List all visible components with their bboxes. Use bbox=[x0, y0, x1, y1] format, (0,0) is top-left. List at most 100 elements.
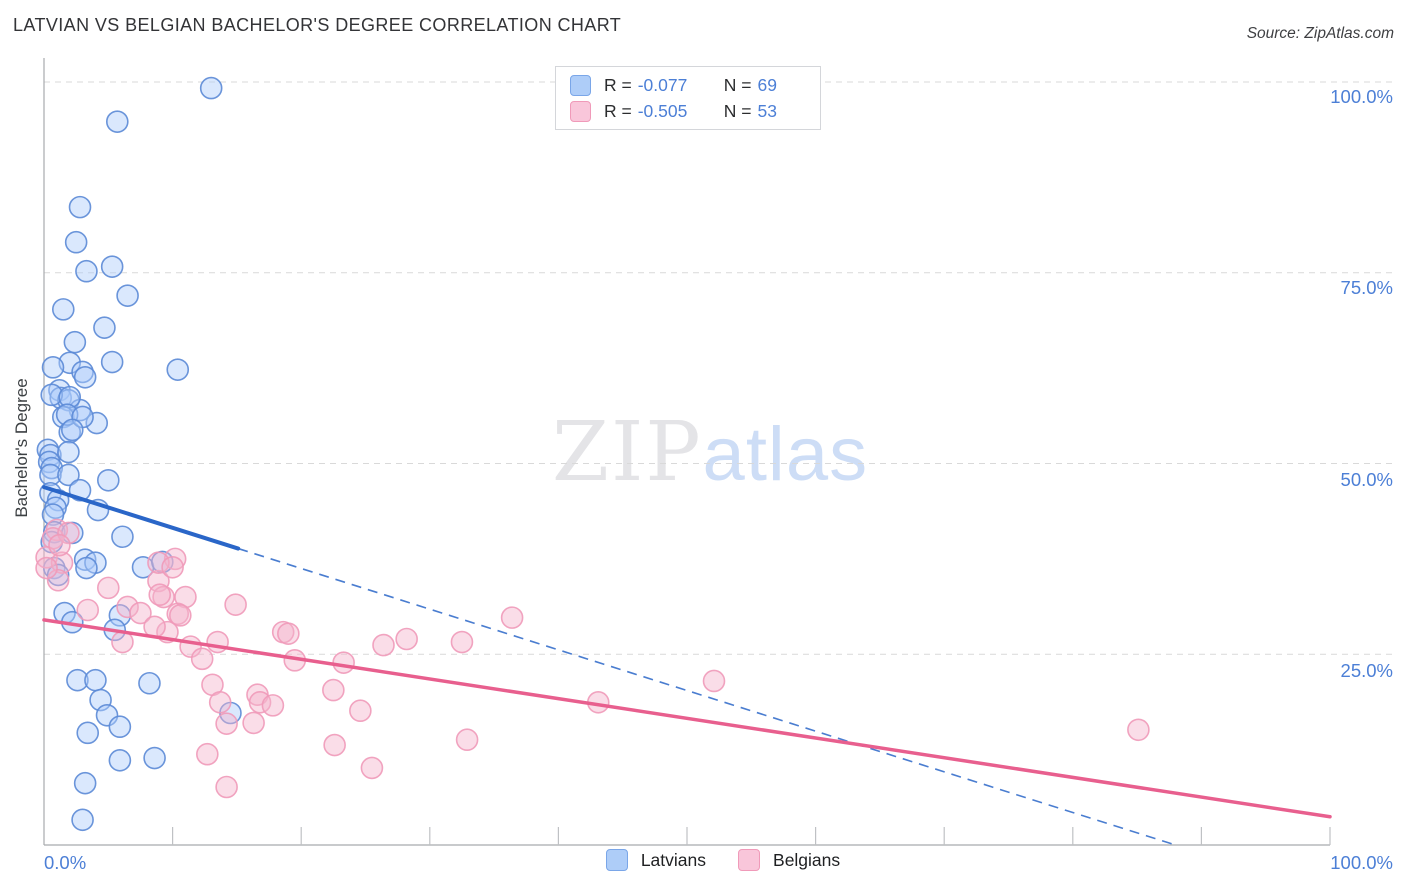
correlation-legend: R = -0.077 N = 69 R = -0.505 N = 53 bbox=[555, 66, 821, 130]
r-value-latvians: -0.077 bbox=[637, 74, 688, 95]
scatter-point-latvians[interactable] bbox=[100, 255, 124, 278]
scatter-point-latvians[interactable] bbox=[138, 671, 161, 695]
scatter-point-belgians[interactable] bbox=[46, 568, 70, 592]
scatter-point-belgians[interactable] bbox=[224, 593, 247, 616]
scatter-point-latvians[interactable] bbox=[106, 110, 129, 133]
scatter-point-latvians[interactable] bbox=[58, 385, 82, 409]
scatter-point-latvians[interactable] bbox=[66, 668, 89, 692]
scatter-point-belgians[interactable] bbox=[372, 633, 395, 657]
scatter-point-belgians[interactable] bbox=[76, 598, 100, 622]
scatter-point-latvians[interactable] bbox=[63, 330, 87, 354]
scatter-point-belgians[interactable] bbox=[190, 647, 214, 671]
scatter-point-belgians[interactable] bbox=[169, 604, 192, 627]
scatter-point-belgians[interactable] bbox=[261, 694, 285, 717]
scatter-point-latvians[interactable] bbox=[97, 468, 120, 492]
scatter-point-belgians[interactable] bbox=[360, 756, 384, 780]
scatter-point-belgians[interactable] bbox=[395, 627, 418, 651]
scatter-point-latvians[interactable] bbox=[108, 715, 132, 739]
scatter-point-belgians[interactable] bbox=[277, 622, 300, 645]
scatter-point-latvians[interactable] bbox=[93, 316, 116, 339]
scatter-point-belgians[interactable] bbox=[455, 728, 479, 752]
trendline-belgians bbox=[42, 618, 1332, 819]
r-label: R = bbox=[604, 100, 632, 121]
y-tick-50: 50.0% bbox=[1340, 469, 1393, 490]
y-tick-100: 100.0% bbox=[1330, 86, 1393, 107]
page-title: LATVIAN VS BELGIAN BACHELOR'S DEGREE COR… bbox=[13, 15, 622, 35]
scatter-point-latvians[interactable] bbox=[40, 456, 64, 480]
scatter-point-latvians[interactable] bbox=[143, 746, 166, 770]
scatter-point-latvians[interactable] bbox=[199, 76, 223, 100]
scatter-point-belgians[interactable] bbox=[215, 712, 238, 735]
trendline-extension-latvians bbox=[237, 547, 1176, 846]
scatter-point-latvians[interactable] bbox=[39, 463, 62, 487]
scatter-point-belgians[interactable] bbox=[196, 742, 219, 766]
zipatlas-watermark: ZIP atlas bbox=[552, 405, 868, 500]
scatter-point-belgians[interactable] bbox=[129, 601, 152, 625]
legend-row-belgians: R = -0.505 N = 53 bbox=[570, 100, 806, 122]
scatter-point-belgians[interactable] bbox=[349, 699, 372, 723]
scatter-point-latvians[interactable] bbox=[57, 440, 80, 464]
scatter-point-belgians[interactable] bbox=[152, 585, 175, 609]
legend-item-latvians[interactable]: Latvians bbox=[605, 849, 707, 871]
scatter-point-latvians[interactable] bbox=[46, 563, 70, 587]
scatter-point-belgians[interactable] bbox=[1127, 718, 1150, 742]
scatter-point-belgians[interactable] bbox=[242, 711, 265, 735]
belgians-swatch-icon bbox=[738, 849, 761, 871]
scatter-point-latvians[interactable] bbox=[76, 721, 100, 745]
scatter-point-latvians[interactable] bbox=[73, 365, 97, 389]
scatter-point-belgians[interactable] bbox=[323, 733, 346, 757]
scatter-point-latvians[interactable] bbox=[85, 411, 109, 435]
latvians-swatch-icon bbox=[605, 849, 628, 871]
scatter-point-latvians[interactable] bbox=[108, 749, 132, 772]
series-legend: Latvians Belgians bbox=[0, 849, 1406, 871]
scatter-point-latvians[interactable] bbox=[111, 525, 134, 549]
scatter-point-belgians[interactable] bbox=[147, 551, 170, 574]
scatter-point-belgians[interactable] bbox=[57, 521, 80, 545]
scatter-point-latvians[interactable] bbox=[58, 351, 82, 375]
scatter-point-latvians[interactable] bbox=[84, 668, 107, 692]
scatter-point-latvians[interactable] bbox=[71, 808, 94, 832]
y-tick-75: 75.0% bbox=[1340, 277, 1393, 298]
scatter-point-belgians[interactable] bbox=[163, 547, 187, 571]
scatter-point-belgians[interactable] bbox=[215, 775, 238, 799]
scatter-point-belgians[interactable] bbox=[208, 691, 232, 714]
y-tick-25: 25.0% bbox=[1340, 660, 1393, 681]
scatter-point-belgians[interactable] bbox=[161, 555, 184, 579]
scatter-point-belgians[interactable] bbox=[702, 669, 726, 693]
scatter-point-belgians[interactable] bbox=[500, 606, 524, 629]
scatter-point-latvians[interactable] bbox=[57, 463, 80, 487]
scatter-point-belgians[interactable] bbox=[35, 556, 58, 580]
scatter-point-belgians[interactable] bbox=[116, 595, 139, 619]
r-label: R = bbox=[604, 74, 632, 95]
scatter-point-latvians[interactable] bbox=[51, 298, 75, 321]
x-tick-0: 0.0% bbox=[44, 852, 87, 873]
scatter-point-latvians[interactable] bbox=[73, 771, 97, 795]
scatter-point-belgians[interactable] bbox=[97, 576, 120, 600]
scatter-point-latvians[interactable] bbox=[40, 383, 64, 407]
n-label: N = bbox=[723, 74, 752, 95]
y-axis-label: Bachelor's Degree bbox=[12, 378, 31, 518]
scatter-point-belgians[interactable] bbox=[450, 630, 474, 654]
legend-item-belgians[interactable]: Belgians bbox=[738, 849, 840, 871]
scatter-point-belgians[interactable] bbox=[206, 630, 229, 654]
scatter-point-latvians[interactable] bbox=[75, 556, 98, 580]
legend-row-latvians: R = -0.077 N = 69 bbox=[570, 74, 806, 96]
x-tick-100: 100.0% bbox=[1330, 852, 1393, 873]
n-value-belgians: 53 bbox=[757, 100, 777, 121]
legend-label-latvians: Latvians bbox=[640, 849, 707, 870]
scatter-point-latvians[interactable] bbox=[41, 356, 65, 379]
scatter-point-latvians[interactable] bbox=[68, 195, 92, 219]
scatter-point-latvians[interactable] bbox=[75, 259, 98, 283]
n-label: N = bbox=[723, 100, 752, 121]
scatter-point-latvians[interactable] bbox=[166, 358, 190, 381]
scatter-point-belgians[interactable] bbox=[148, 583, 172, 607]
scatter-point-belgians[interactable] bbox=[332, 651, 355, 674]
scatter-point-latvians[interactable] bbox=[100, 350, 124, 374]
scatter-point-latvians[interactable] bbox=[64, 230, 88, 254]
scatter-point-latvians[interactable] bbox=[60, 418, 84, 442]
scatter-point-belgians[interactable] bbox=[322, 678, 345, 702]
source-attribution: Source: ZipAtlas.com bbox=[1246, 25, 1394, 42]
scatter-point-belgians[interactable] bbox=[48, 533, 71, 557]
scatter-point-latvians[interactable] bbox=[116, 284, 139, 307]
